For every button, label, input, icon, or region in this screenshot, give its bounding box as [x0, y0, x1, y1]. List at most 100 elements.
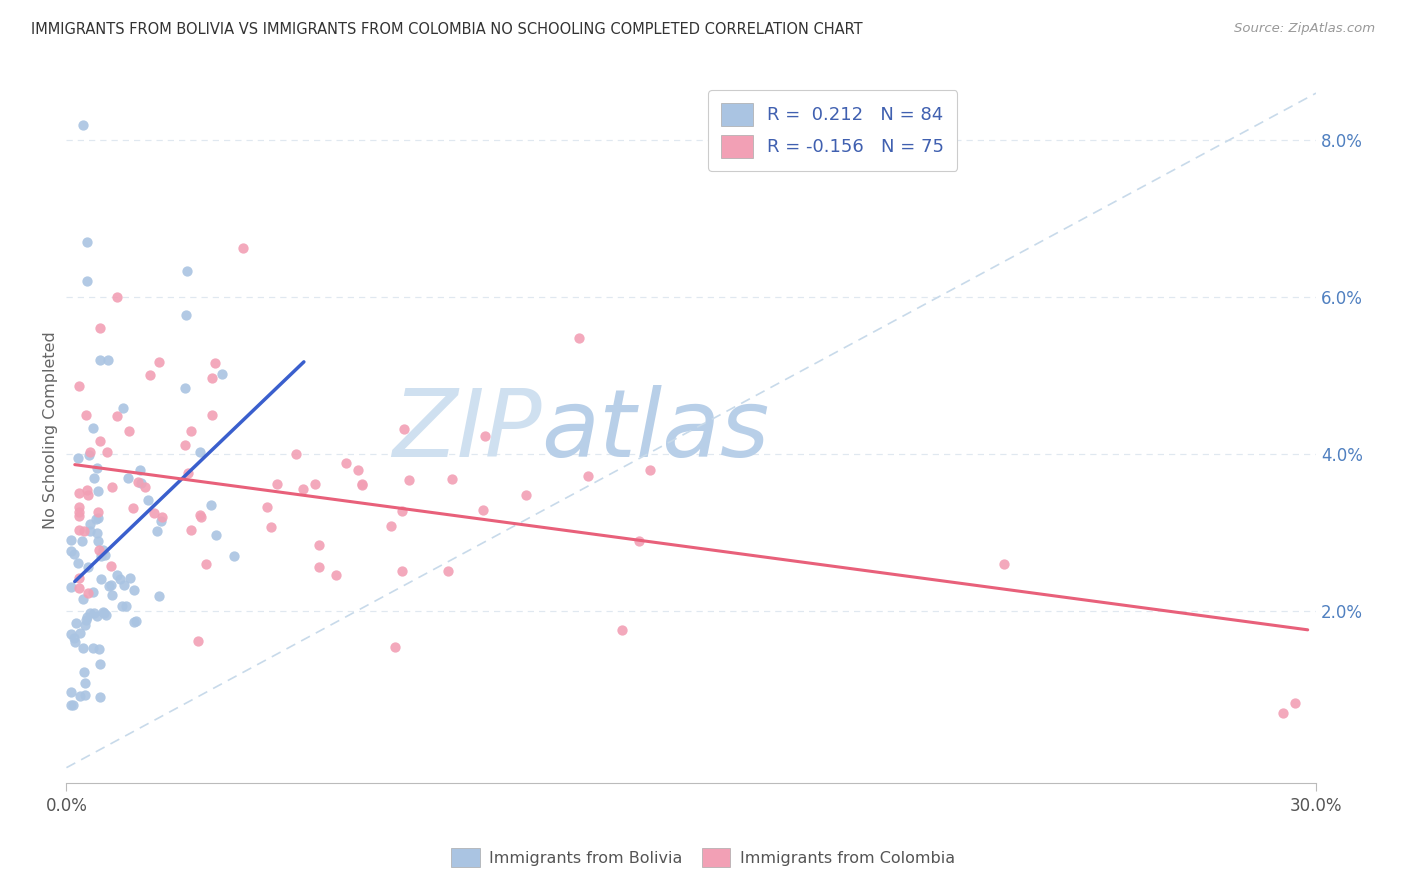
Point	[222, 549, 245, 563]
Point	[77, 559, 100, 574]
Point	[180, 523, 202, 537]
Point	[176, 308, 198, 322]
Point	[260, 519, 283, 533]
Point	[194, 557, 217, 571]
Point	[101, 589, 124, 603]
Point	[87, 511, 110, 525]
Point	[67, 523, 90, 537]
Point	[612, 624, 634, 638]
Point	[100, 558, 122, 573]
Point	[105, 568, 128, 582]
Point	[440, 472, 463, 486]
Point	[436, 564, 458, 578]
Point	[146, 524, 169, 539]
Point	[472, 503, 495, 517]
Point	[77, 586, 100, 600]
Point	[67, 450, 90, 465]
Point	[576, 468, 599, 483]
Point	[205, 528, 228, 542]
Point	[190, 510, 212, 524]
Point	[86, 484, 108, 499]
Point	[284, 447, 307, 461]
Point	[127, 475, 149, 489]
Text: atlas: atlas	[541, 385, 769, 476]
Point	[398, 473, 420, 487]
Point	[67, 581, 90, 595]
Point	[96, 607, 118, 622]
Point	[122, 501, 145, 516]
Point	[65, 616, 87, 631]
Point	[304, 476, 326, 491]
Point	[129, 476, 152, 491]
Point	[72, 640, 94, 655]
Point	[75, 408, 97, 422]
Point	[112, 401, 135, 415]
Point	[82, 640, 104, 655]
Point	[59, 698, 82, 712]
Point	[79, 524, 101, 538]
Point	[515, 488, 537, 502]
Text: IMMIGRANTS FROM BOLIVIA VS IMMIGRANTS FROM COLOMBIA NO SCHOOLING COMPLETED CORRE: IMMIGRANTS FROM BOLIVIA VS IMMIGRANTS FR…	[31, 22, 862, 37]
Point	[59, 627, 82, 641]
Point	[111, 599, 134, 613]
Point	[232, 242, 254, 256]
Point	[568, 331, 591, 345]
Point	[89, 321, 111, 335]
Point	[97, 352, 120, 367]
Point	[266, 476, 288, 491]
Point	[67, 508, 90, 523]
Point	[347, 462, 370, 476]
Point	[1271, 706, 1294, 720]
Point	[638, 462, 661, 476]
Point	[128, 463, 150, 477]
Point	[89, 434, 111, 449]
Point	[201, 371, 224, 385]
Point	[82, 420, 104, 434]
Point	[174, 437, 197, 451]
Point	[89, 657, 111, 671]
Point	[67, 571, 90, 585]
Point	[67, 500, 90, 515]
Point	[118, 571, 141, 585]
Point	[86, 608, 108, 623]
Point	[148, 355, 170, 369]
Point	[89, 352, 111, 367]
Point	[76, 483, 98, 497]
Point	[87, 642, 110, 657]
Point	[100, 578, 122, 592]
Point	[97, 579, 120, 593]
Point	[67, 486, 90, 500]
Point	[122, 583, 145, 598]
Point	[73, 676, 96, 690]
Point	[391, 504, 413, 518]
Point	[117, 471, 139, 485]
Text: ZIP: ZIP	[392, 385, 541, 476]
Point	[108, 573, 131, 587]
Point	[76, 235, 98, 249]
Point	[350, 478, 373, 492]
Point	[176, 264, 198, 278]
Point	[83, 606, 105, 620]
Point	[125, 614, 148, 628]
Point	[105, 290, 128, 304]
Point	[59, 543, 82, 558]
Point	[89, 690, 111, 705]
Point	[67, 505, 90, 519]
Point	[308, 559, 330, 574]
Point	[66, 557, 89, 571]
Point	[180, 424, 202, 438]
Point	[392, 422, 415, 436]
Point	[86, 460, 108, 475]
Legend: Immigrants from Bolivia, Immigrants from Colombia: Immigrants from Bolivia, Immigrants from…	[444, 842, 962, 873]
Point	[188, 445, 211, 459]
Point	[73, 524, 96, 539]
Point	[62, 547, 84, 561]
Point	[90, 572, 112, 586]
Point	[143, 506, 166, 520]
Point	[69, 689, 91, 703]
Point	[380, 519, 402, 533]
Point	[76, 609, 98, 624]
Point	[59, 685, 82, 699]
Point	[112, 578, 135, 592]
Point	[89, 543, 111, 558]
